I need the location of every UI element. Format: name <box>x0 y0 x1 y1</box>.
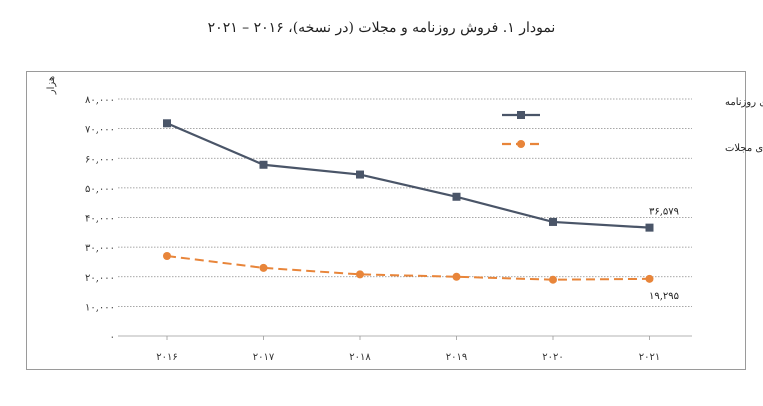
data-point <box>452 272 461 281</box>
legend-label: نسخه‌های مجلات <box>725 143 763 154</box>
x-tick-label: ۲۰۲۱ <box>639 352 660 363</box>
data-point <box>356 270 364 279</box>
y-tick-label: ۰ <box>110 332 115 343</box>
x-tick-label: ۲۰۱۷ <box>253 352 275 363</box>
series-line-0 <box>166 122 650 229</box>
series-line-1 <box>166 255 650 281</box>
data-label: ۳۶,۵۷۹ <box>649 207 679 218</box>
data-point <box>163 119 171 128</box>
chart-frame <box>26 71 746 370</box>
data-point <box>452 192 461 201</box>
legend-marker <box>517 111 525 119</box>
x-tick-label: ۲۰۱۶ <box>156 352 177 363</box>
x-tick-label: ۲۰۱۸ <box>349 352 371 363</box>
data-point <box>549 217 557 226</box>
y-tick-label: ۱۰,۰۰۰ <box>85 302 115 313</box>
data-point <box>259 160 268 169</box>
y-tick-label: ۳۰,۰۰۰ <box>85 243 115 254</box>
data-label: ۱۹,۲۹۵ <box>649 291 679 302</box>
y-tick-label: ۲۰,۰۰۰ <box>85 273 115 284</box>
data-point <box>549 275 557 284</box>
data-point <box>645 274 654 283</box>
data-point <box>163 252 171 261</box>
y-tick-label: ۷۰,۰۰۰ <box>85 125 115 136</box>
y-axis-label: هزار <box>46 76 57 95</box>
data-point <box>645 223 654 232</box>
y-tick-label: ۶۰,۰۰۰ <box>85 154 115 165</box>
legend-marker <box>517 140 525 148</box>
data-point <box>259 263 268 272</box>
x-tick-label: ۲۰۱۹ <box>446 352 467 363</box>
x-tick-label: ۲۰۲۰ <box>542 352 563 363</box>
y-tick-label: ۵۰,۰۰۰ <box>85 184 115 195</box>
legend-label: نسخه‌های روزنامه <box>725 97 763 108</box>
data-point <box>356 170 364 179</box>
y-tick-label: ۴۰,۰۰۰ <box>85 214 115 225</box>
chart-title: نمودار ۱. فروش روزنامه و مجلات (در نسخه)… <box>207 20 556 36</box>
y-tick-label: ۸۰,۰۰۰ <box>85 95 115 106</box>
